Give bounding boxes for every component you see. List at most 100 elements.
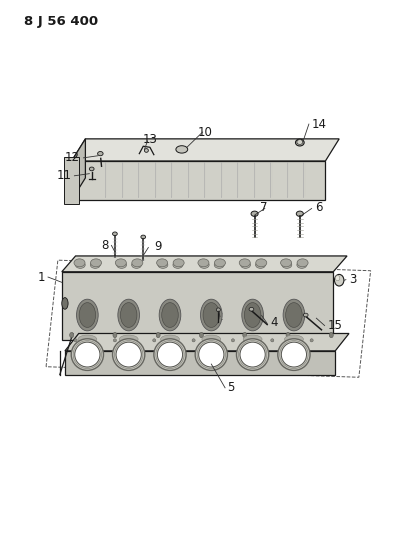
Ellipse shape: [70, 333, 73, 338]
Ellipse shape: [329, 333, 333, 338]
Ellipse shape: [91, 259, 101, 266]
Ellipse shape: [71, 339, 103, 370]
Polygon shape: [72, 139, 85, 200]
Ellipse shape: [243, 335, 262, 343]
Ellipse shape: [176, 146, 188, 153]
Ellipse shape: [231, 339, 235, 342]
Ellipse shape: [284, 335, 303, 343]
Ellipse shape: [336, 276, 340, 281]
Ellipse shape: [141, 235, 146, 239]
Ellipse shape: [154, 339, 186, 370]
Ellipse shape: [74, 339, 77, 342]
Ellipse shape: [200, 262, 209, 268]
Text: 9: 9: [154, 240, 161, 254]
Ellipse shape: [286, 333, 290, 338]
Ellipse shape: [296, 211, 303, 216]
Ellipse shape: [173, 262, 183, 268]
Ellipse shape: [115, 259, 126, 266]
Polygon shape: [72, 139, 339, 161]
Ellipse shape: [256, 259, 267, 266]
Ellipse shape: [241, 262, 251, 268]
Ellipse shape: [297, 259, 308, 266]
Ellipse shape: [271, 339, 274, 342]
Ellipse shape: [243, 333, 247, 338]
Ellipse shape: [116, 342, 141, 367]
Ellipse shape: [156, 333, 160, 338]
Ellipse shape: [159, 299, 181, 331]
Ellipse shape: [242, 299, 263, 331]
Ellipse shape: [79, 303, 96, 327]
Ellipse shape: [74, 259, 85, 266]
Ellipse shape: [98, 151, 103, 156]
Ellipse shape: [157, 342, 183, 367]
Ellipse shape: [77, 299, 98, 331]
Ellipse shape: [240, 342, 265, 367]
Ellipse shape: [297, 262, 307, 268]
Polygon shape: [65, 351, 335, 375]
Ellipse shape: [160, 335, 180, 343]
Ellipse shape: [200, 299, 222, 331]
Ellipse shape: [281, 342, 306, 367]
Ellipse shape: [216, 308, 220, 312]
Polygon shape: [64, 157, 79, 204]
Text: 8 J 56 400: 8 J 56 400: [24, 15, 99, 28]
Text: 10: 10: [198, 125, 213, 139]
Ellipse shape: [89, 167, 94, 171]
Ellipse shape: [200, 333, 203, 338]
Ellipse shape: [113, 339, 117, 342]
Ellipse shape: [119, 335, 138, 343]
Ellipse shape: [153, 339, 156, 342]
Ellipse shape: [310, 339, 313, 342]
Ellipse shape: [286, 303, 302, 327]
Ellipse shape: [249, 308, 254, 311]
Ellipse shape: [237, 339, 269, 370]
Ellipse shape: [280, 259, 292, 266]
Polygon shape: [65, 334, 349, 351]
Ellipse shape: [118, 299, 140, 331]
Ellipse shape: [132, 259, 143, 266]
Text: 3: 3: [349, 273, 356, 286]
Ellipse shape: [192, 339, 195, 342]
Text: 14: 14: [312, 118, 327, 131]
Ellipse shape: [162, 303, 178, 327]
Ellipse shape: [195, 339, 227, 370]
Text: 12: 12: [65, 151, 79, 164]
Ellipse shape: [158, 262, 168, 268]
Text: 7: 7: [260, 201, 267, 214]
Text: 11: 11: [57, 169, 72, 182]
Ellipse shape: [214, 259, 225, 266]
Ellipse shape: [202, 335, 221, 343]
Ellipse shape: [244, 303, 261, 327]
Ellipse shape: [198, 259, 209, 266]
Ellipse shape: [251, 211, 258, 216]
Ellipse shape: [239, 259, 250, 266]
Ellipse shape: [75, 342, 100, 367]
Ellipse shape: [334, 274, 344, 286]
Ellipse shape: [117, 262, 126, 268]
Text: 2: 2: [215, 310, 222, 323]
Ellipse shape: [144, 149, 148, 152]
Text: 4: 4: [270, 317, 278, 329]
Ellipse shape: [113, 339, 145, 370]
Ellipse shape: [278, 339, 310, 370]
Ellipse shape: [173, 259, 184, 266]
Text: 1: 1: [38, 271, 45, 284]
Ellipse shape: [75, 262, 85, 268]
Text: 15: 15: [327, 319, 342, 332]
Text: 6: 6: [315, 201, 322, 214]
Ellipse shape: [303, 313, 308, 317]
Ellipse shape: [78, 335, 97, 343]
Text: 13: 13: [143, 133, 158, 147]
Ellipse shape: [282, 262, 292, 268]
Polygon shape: [72, 161, 326, 200]
Ellipse shape: [62, 297, 68, 309]
Ellipse shape: [256, 262, 265, 268]
Polygon shape: [62, 256, 347, 272]
Ellipse shape: [296, 139, 304, 146]
Ellipse shape: [297, 140, 303, 144]
Ellipse shape: [214, 262, 224, 268]
Ellipse shape: [120, 303, 137, 327]
Ellipse shape: [283, 299, 305, 331]
Text: 8: 8: [101, 239, 108, 252]
Ellipse shape: [203, 303, 219, 327]
